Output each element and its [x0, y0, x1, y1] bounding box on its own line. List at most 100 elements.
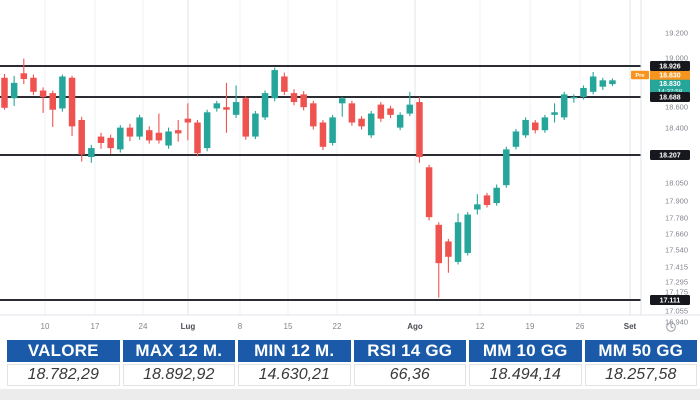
axis-label: 10 [41, 322, 50, 331]
candle-up [165, 131, 172, 146]
axis-label: 22 [333, 322, 342, 331]
candle-down [358, 118, 365, 127]
pre-market-price-badge: Pre 18.830 [631, 70, 690, 80]
axis-label: 15 [284, 322, 293, 331]
candle-up [10, 82, 18, 99]
axis-label: 17.111 [660, 298, 681, 305]
price-level-badge-bg [650, 61, 690, 71]
candle-up [339, 98, 346, 104]
price-level-badge-bg [650, 150, 690, 160]
stat-value-cell: 14.630,21 [238, 364, 351, 386]
price-level-lines [0, 65, 641, 301]
candle-down [97, 136, 105, 143]
candle-down [348, 103, 356, 123]
stat-header-cell: MM 50 GG [584, 340, 697, 362]
bottom-strip [0, 389, 700, 400]
axis-label: Ago [407, 322, 423, 331]
axis-label: 17.780 [665, 214, 688, 223]
stat-header-cell: MAX 12 M. [122, 340, 235, 362]
price-level-badge-bg [650, 295, 690, 305]
candle-down [126, 127, 134, 137]
candle-up [213, 103, 221, 109]
pre-market-badge-bg [650, 70, 690, 80]
candle-up [464, 214, 471, 253]
price-axis[interactable]: 19.200 19.000 18.600 18.400 18.050 17.900 17.7… [631, 29, 690, 327]
stat-value-cell: 18.782,29 [7, 364, 120, 386]
candle-down [146, 130, 153, 141]
axis-label: 17.175 [665, 288, 688, 297]
timezone-clock-icon[interactable] [666, 322, 676, 332]
candle-down [425, 167, 433, 218]
axis-label: 12 [476, 322, 485, 331]
candle-up [203, 112, 211, 149]
candle-down [300, 94, 307, 108]
candle-down [174, 130, 182, 134]
axis-label: Lug [181, 322, 196, 331]
candle-up [609, 80, 616, 85]
stat-value-cell: 18.494,14 [469, 364, 582, 386]
candle-up [589, 76, 597, 92]
candle-down [532, 122, 539, 131]
candle-down [290, 93, 298, 103]
candle-down [30, 77, 37, 92]
candle-down [1, 77, 8, 108]
axis-label: 24 [139, 322, 148, 331]
axis-label: 17.295 [665, 278, 688, 287]
axis-label: 19.200 [665, 29, 688, 38]
price-level-badge: 18.926 [650, 61, 690, 71]
axis-label: 17.660 [665, 230, 688, 239]
time-axis[interactable]: 10 17 24 Lug 8 15 22 Ago 12 19 26 Set [41, 322, 676, 332]
candle-down [155, 132, 163, 141]
candle-up [329, 117, 336, 143]
candle-up [580, 87, 587, 97]
candle-down [107, 137, 114, 149]
candlestick-chart[interactable]: 19.200 19.000 18.600 18.400 18.050 17.900 17.7… [0, 0, 700, 338]
stat-header-cell: RSI 14 GG [353, 340, 466, 362]
candle-down [445, 241, 452, 257]
axis-label: 18.600 [665, 103, 688, 112]
price-chart-svg[interactable]: 19.200 19.000 18.600 18.400 18.050 17.900 17.7… [0, 0, 700, 338]
candle-down [39, 90, 47, 97]
price-level-badge-bg [650, 92, 690, 102]
axis-label: 18.207 [659, 153, 681, 160]
stat-value-cell: 66,36 [353, 364, 466, 386]
axis-label: 18.830 [659, 81, 681, 88]
candle-up [252, 113, 259, 137]
stat-value-cell: 18.892,92 [122, 364, 235, 386]
stat-header-cell: VALORE [7, 340, 120, 362]
candle-up [454, 222, 462, 262]
candle-up [396, 114, 404, 128]
candle-down [281, 76, 288, 92]
candle-down [184, 118, 192, 123]
candle-down [319, 122, 327, 147]
candles[interactable] [1, 58, 616, 298]
axis-label: 17.415 [665, 263, 688, 272]
axis-label: 17.540 [665, 246, 688, 255]
candle-up [271, 70, 278, 99]
clock-circle [666, 322, 676, 332]
candle-down [416, 102, 423, 158]
axis-label: 18.926 [659, 64, 681, 71]
pre-market-tag-bg [631, 70, 649, 80]
candle-down [78, 119, 85, 155]
candle-up [474, 204, 481, 210]
axis-label: 18.050 [665, 179, 688, 188]
candle-up [503, 149, 510, 186]
axis-label: 17.900 [665, 197, 688, 206]
axis-label: 17 [91, 322, 100, 331]
axis-label: 26 [576, 322, 585, 331]
candle-up [261, 93, 269, 118]
candle-down [49, 93, 56, 110]
candle-up [406, 104, 414, 114]
stat-header-cell: MIN 12 M. [238, 340, 351, 362]
candle-up [59, 76, 66, 109]
candle-up [560, 94, 568, 118]
candle-up [117, 127, 124, 150]
candle-up [493, 187, 500, 204]
price-level-badge: 17.111 [650, 295, 690, 305]
candle-up [88, 148, 95, 158]
candle-up [599, 80, 607, 87]
axis-label: 19 [526, 322, 535, 331]
candle-down [377, 104, 385, 119]
candle-down [68, 77, 76, 127]
